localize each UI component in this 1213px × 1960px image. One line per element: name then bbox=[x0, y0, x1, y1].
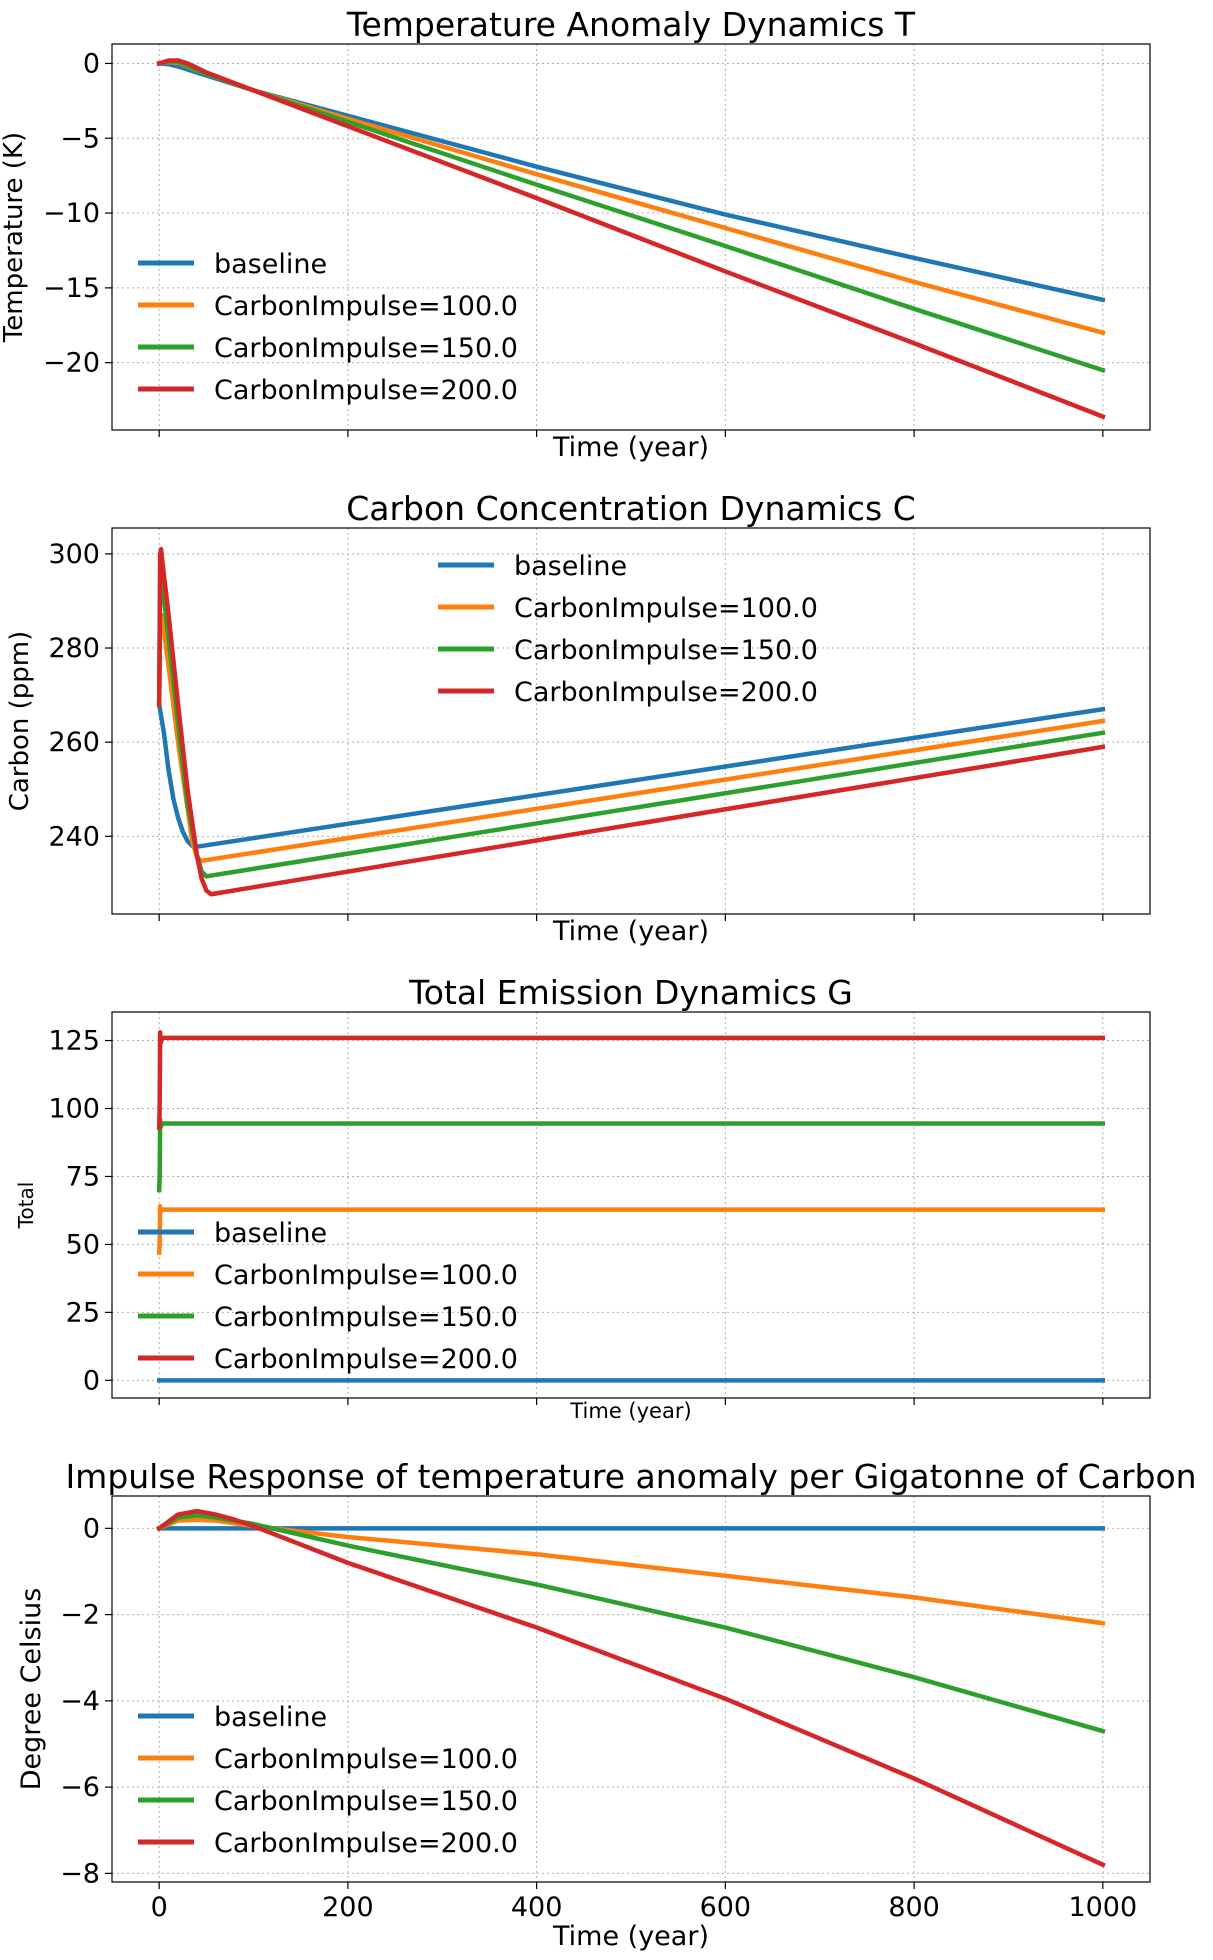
impulse-x-tick-label: 400 bbox=[511, 1892, 563, 1923]
impulse-legend-label: CarbonImpulse=100.0 bbox=[214, 1744, 518, 1775]
temperature-legend-label: CarbonImpulse=200.0 bbox=[214, 375, 518, 406]
carbon-y-tick-label: 300 bbox=[48, 539, 100, 570]
impulse-series-carbonimpulse-150-0 bbox=[156, 1513, 1106, 1734]
emission-y-axis-label: Total bbox=[14, 1182, 38, 1230]
temperature-legend: baseline CarbonImpulse=100.0 CarbonImpulse… bbox=[138, 249, 518, 406]
emission-y-tick-label: 0 bbox=[83, 1365, 100, 1396]
carbon-chart-title: Carbon Concentration Dynamics C bbox=[346, 489, 916, 528]
impulse-x-tick-label: 600 bbox=[700, 1892, 752, 1923]
impulse-series-carbonimpulse-200-0 bbox=[156, 1508, 1106, 1868]
impulse-axes-frame bbox=[111, 1495, 1151, 1883]
impulse-x-tick-label: 800 bbox=[888, 1892, 940, 1923]
carbon-legend: baseline CarbonImpulse=100.0 CarbonImpulse… bbox=[438, 551, 818, 708]
impulse-response-panel: 0 200 400 600 800 1000 0 −2 −4 −6 −8 Impulse Respon… bbox=[16, 1457, 1197, 1952]
impulse-y-tick-label: −2 bbox=[60, 1600, 100, 1631]
total-emission-panel: 0 25 50 75 100 125 Total Emission Dynamics G Ti… bbox=[14, 973, 1151, 1423]
carbon-legend-label: baseline bbox=[514, 551, 627, 582]
temperature-y-tick-label: 0 bbox=[83, 48, 100, 79]
impulse-legend-label: baseline bbox=[214, 1702, 327, 1733]
carbon-y-tick-label: 280 bbox=[48, 633, 100, 664]
impulse-y-tick-label: −6 bbox=[60, 1772, 100, 1803]
impulse-y-tick-label: −8 bbox=[60, 1858, 100, 1889]
emission-axes-frame bbox=[111, 1011, 1151, 1399]
temperature-x-axis-label: Time (year) bbox=[552, 432, 709, 463]
emission-x-axis-label: Time (year) bbox=[569, 1399, 691, 1423]
impulse-legend-label: CarbonImpulse=150.0 bbox=[214, 1786, 518, 1817]
carbon-y-tick-label: 240 bbox=[48, 821, 100, 852]
carbon-axes-frame bbox=[111, 527, 1151, 915]
carbon-legend-label: CarbonImpulse=100.0 bbox=[514, 593, 818, 624]
temperature-y-tick-label: −20 bbox=[43, 348, 100, 379]
temperature-y-tick-label: −10 bbox=[43, 198, 100, 229]
emission-series-carbonimpulse-100-0 bbox=[156, 1204, 1106, 1255]
impulse-x-axis-label: Time (year) bbox=[552, 1921, 709, 1952]
impulse-x-tick-label: 200 bbox=[322, 1892, 374, 1923]
temperature-chart-title: Temperature Anomaly Dynamics T bbox=[346, 5, 916, 44]
impulse-x-tick-label: 0 bbox=[151, 1892, 168, 1923]
impulse-y-tick-label: −4 bbox=[60, 1686, 100, 1717]
carbon-x-axis-label: Time (year) bbox=[552, 916, 709, 947]
temperature-legend-label: baseline bbox=[214, 249, 327, 280]
carbon-legend-label: CarbonImpulse=200.0 bbox=[514, 677, 818, 708]
temperature-series-carbonimpulse-200-0 bbox=[156, 58, 1106, 420]
temperature-y-axis-label: Temperature (K) bbox=[0, 132, 29, 343]
emission-legend-label: CarbonImpulse=200.0 bbox=[214, 1344, 518, 1375]
temperature-anomaly-panel: 0 −5 −10 −15 −20 Temperature Anomaly Dynamics… bbox=[0, 5, 1151, 463]
emission-series-carbonimpulse-200-0 bbox=[156, 1030, 1106, 1130]
impulse-y-axis-label: Degree Celsius bbox=[16, 1588, 47, 1791]
carbon-y-tick-label: 260 bbox=[48, 727, 100, 758]
impulse-y-tick-label: 0 bbox=[83, 1513, 100, 1544]
emission-series-carbonimpulse-150-0 bbox=[156, 1117, 1106, 1193]
emission-y-tick-label: 125 bbox=[48, 1026, 100, 1057]
emission-y-tick-label: 50 bbox=[66, 1229, 100, 1260]
emission-y-tick-label: 25 bbox=[66, 1297, 100, 1328]
carbon-y-axis-label: Carbon (ppm) bbox=[5, 631, 35, 812]
temperature-y-tick-label: −15 bbox=[43, 273, 100, 304]
temperature-legend-label: CarbonImpulse=100.0 bbox=[214, 291, 518, 322]
impulse-x-tick-label: 1000 bbox=[1068, 1892, 1137, 1923]
carbon-series-carbonimpulse-200-0 bbox=[156, 546, 1106, 897]
emission-legend: baseline CarbonImpulse=100.0 CarbonImpulse… bbox=[138, 1218, 518, 1375]
impulse-chart-title: Impulse Response of temperature anomaly … bbox=[65, 1457, 1196, 1496]
temperature-legend-label: CarbonImpulse=150.0 bbox=[214, 333, 518, 364]
carbon-concentration-panel: 240 260 280 300 Carbon Concentration Dynamic… bbox=[5, 489, 1151, 947]
emission-chart-title: Total Emission Dynamics G bbox=[408, 973, 853, 1012]
temperature-axes-frame bbox=[111, 43, 1151, 431]
emission-legend-label: baseline bbox=[214, 1218, 327, 1249]
temperature-y-tick-label: −5 bbox=[60, 123, 100, 154]
emission-y-tick-label: 100 bbox=[48, 1094, 100, 1125]
impulse-legend: baseline CarbonImpulse=100.0 CarbonImpulse… bbox=[138, 1702, 518, 1859]
emission-y-tick-label: 75 bbox=[66, 1161, 100, 1192]
carbon-legend-label: CarbonImpulse=150.0 bbox=[514, 635, 818, 666]
emission-legend-label: CarbonImpulse=100.0 bbox=[214, 1260, 518, 1291]
impulse-legend-label: CarbonImpulse=200.0 bbox=[214, 1828, 518, 1859]
impulse-series-carbonimpulse-100-0 bbox=[156, 1517, 1106, 1626]
emission-legend-label: CarbonImpulse=150.0 bbox=[214, 1302, 518, 1333]
